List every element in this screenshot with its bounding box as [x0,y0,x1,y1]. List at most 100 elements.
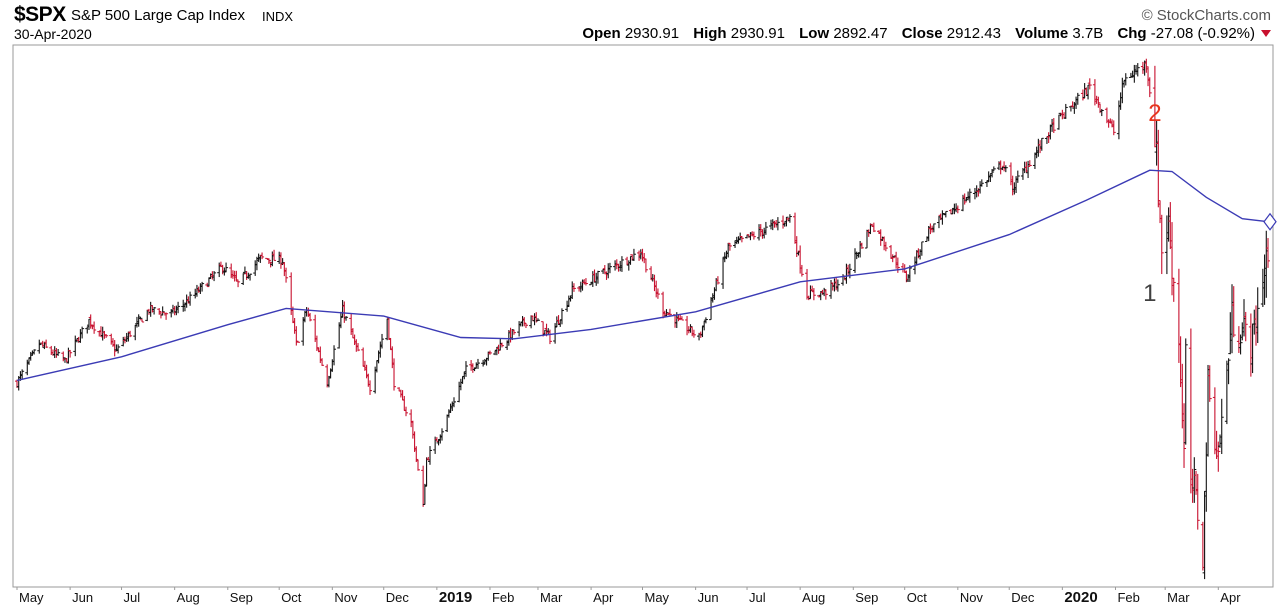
ohlc-bar [991,166,996,171]
x-tick-label: Jul [124,590,141,605]
ohlc-bar [775,217,780,231]
x-tick-label: Jun [72,590,93,605]
ohlc-bar [703,317,708,324]
x-tick-label: Sep [855,590,878,605]
ohlc-bar [320,358,325,366]
ohlc-bar [559,308,564,325]
x-tick-label: Dec [1011,590,1035,605]
ohlc-bar [116,344,121,354]
ohlc-bar [236,280,241,288]
moving-average-line [16,169,1269,382]
ohlc-bar [234,270,239,281]
x-tick-label: Feb [1117,590,1139,605]
ohlc-bar [416,459,421,471]
x-tick-label: Oct [907,590,928,605]
ohlc-bar [138,316,143,320]
ohlc-bar [1111,120,1116,136]
ohlc-bar [890,254,895,263]
exchange: INDX [262,9,294,24]
ohlc-bar [451,397,456,408]
chg-label: Chg [1117,25,1147,42]
x-tick-label: Mar [540,590,563,605]
ohlc-bar [1096,96,1101,108]
ohlc-bar [206,277,211,287]
ohlc-bar [1063,103,1068,119]
ohlc-bar [664,309,669,317]
x-tick-label: Apr [593,590,614,605]
ohlc-bar [80,326,85,339]
ohlc-bar [160,306,165,316]
ohlc-bar [859,242,864,249]
ohlc-bar [380,333,385,349]
ohlc-bar [943,210,948,218]
plot-frame [12,44,1274,588]
ohlc-bar [1243,311,1248,342]
x-tick-label: Feb [492,590,514,605]
ohlc-bar [799,264,804,277]
annotation-label: 1 [1143,280,1156,307]
chart-header: $SPX S&P 500 Large Cap Index INDX 30-Apr… [0,0,1279,44]
ohlc-bar [157,308,162,315]
sma-end-marker [1263,212,1277,231]
ohlc-bar [655,288,660,299]
ohlc-bar [1087,78,1092,90]
open-label: Open [582,25,621,42]
ohlc-bar [463,361,468,377]
ohlc-bar [787,214,792,223]
ohlc-bar [907,265,912,282]
down-triangle-icon [1261,30,1271,37]
x-tick-label: Aug [802,590,825,605]
ohlc-bar [308,312,313,322]
ohlc-bar [931,223,936,233]
ohlc-bar [499,342,504,348]
annotation-label: 2 [1148,100,1161,127]
ohlc-bar [595,270,600,284]
ohlc-bar [1182,403,1187,468]
chg-value: -27.08 (-0.92%) [1150,25,1255,42]
ohlc-bar [811,288,816,301]
ohlc-bar [272,249,277,261]
volume-value: 3.7B [1072,25,1104,42]
ohlc-bar [1039,137,1044,151]
x-tick-label: Jul [749,590,766,605]
ohlc-bar [883,241,888,252]
ohlc-bar [583,278,588,286]
ohlc-bar [1147,77,1152,98]
ohlc-bar [1171,277,1176,302]
x-tick-label: 2020 [1064,589,1097,606]
ohlc-bar [1255,287,1260,344]
ohlc-bar [715,276,720,285]
ohlc-bar [667,308,672,316]
ohlc-bar [1207,365,1212,402]
x-tick-label: 2019 [439,589,472,606]
ohlc-bar [260,252,265,260]
ohlc-bar [571,283,576,292]
high-value: 2930.91 [730,25,785,42]
x-tick-label: May [645,590,670,605]
ohlc-bar [475,358,480,369]
x-tick-label: Sep [230,590,253,605]
ohlc-bar [296,341,301,343]
ohlc-bar [1015,170,1020,183]
last-value-marker [1263,212,1277,231]
ohlc-bar [284,267,289,283]
ohlc-bar [607,262,612,274]
ohlc-bar [979,179,984,187]
ohlc-bar [152,307,157,315]
price-bars [15,58,1270,580]
ohlc-bar [422,483,427,505]
index-name: S&P 500 Large Cap Index [71,7,246,24]
ohlc-bar [631,248,636,261]
ohlc-bar [691,329,696,338]
ohlc-bar [487,350,492,355]
ohlc-bar [871,222,876,233]
ohlc-bar [439,428,444,441]
ohlc-bar [643,258,648,273]
ohlc-bar [1192,457,1197,503]
ohlc-bar [967,188,972,203]
ohlc-bar [523,322,528,329]
high-label: High [693,25,727,42]
ohlc-bar [104,334,109,338]
ohlc-bar [44,339,49,348]
